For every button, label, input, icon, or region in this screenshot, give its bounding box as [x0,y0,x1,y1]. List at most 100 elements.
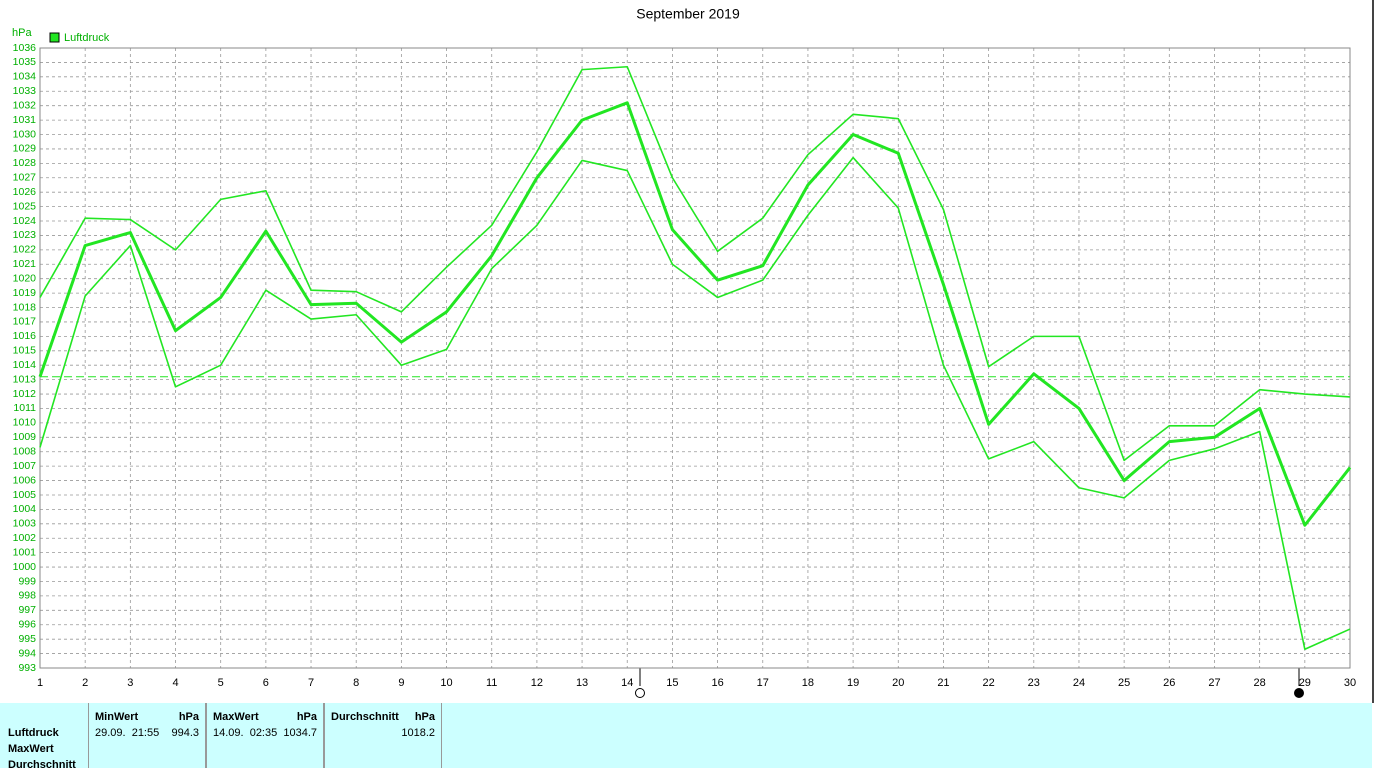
y-tick-label: 1030 [13,128,37,140]
x-tick-label: 29 [1299,677,1311,689]
plot-border [39,47,1351,669]
y-tick-label: 1022 [13,244,37,256]
y-tick-label: 1036 [13,42,37,54]
y-tick-label: 1029 [13,143,37,155]
x-tick-label: 18 [802,677,814,689]
x-tick-label: 10 [440,677,452,689]
y-tick-label: 1027 [13,172,37,184]
x-tick-label: 1 [37,677,43,689]
y-tick-label: 1034 [13,71,37,83]
y-tick-label: 1020 [13,272,37,284]
column-title: MaxWert [213,711,259,723]
x-tick-label: 30 [1344,677,1356,689]
y-tick-label: 1019 [13,287,37,299]
y-tick-label: 1001 [13,546,37,558]
y-tick-label: 1009 [13,431,37,443]
y-tick-label: 993 [18,662,36,674]
cell-date: 14.09. 02:35 [213,727,278,739]
row-label: MaxWert [8,743,54,755]
y-tick-label: 1002 [13,532,37,544]
x-tick-label: 23 [1028,677,1040,689]
x-tick-label: 2 [82,677,88,689]
x-tick-label: 22 [982,677,994,689]
y-tick-label: 998 [18,590,36,602]
cell-value: 1018.2 [401,727,435,739]
column-unit: hPa [296,711,317,723]
y-tick-label: 1028 [13,157,37,169]
x-tick-label: 15 [666,677,678,689]
data-line [38,101,1352,527]
y-tick-label: 1032 [13,99,37,111]
y-tick-label: 1016 [13,330,37,342]
x-tick-label: 13 [576,677,588,689]
cell-value: 1034.7 [283,727,317,739]
x-tick-label: 24 [1073,677,1085,689]
y-tick-label: 1007 [13,460,37,472]
row-label: Luftdruck [8,727,59,739]
y-tick-label: 999 [18,575,36,587]
y-tick-label: 1017 [13,316,37,328]
moon-icon [1294,688,1304,698]
column-unit: hPa [414,711,435,723]
y-tick-label: 1026 [13,186,37,198]
y-tick-label: 1023 [13,229,37,241]
y-tick-label: 1000 [13,561,37,573]
y-tick-label: 1008 [13,446,37,458]
x-tick-label: 20 [892,677,904,689]
x-tick-label: 28 [1254,677,1266,689]
column-title: MinWert [95,711,139,723]
y-tick-label: 997 [18,604,36,616]
summary-column: MinWert hPa 29.09. 21:55 994.3 [88,703,206,768]
x-tick-label: 19 [847,677,859,689]
x-tick-label: 6 [263,677,269,689]
x-tick-label: 16 [711,677,723,689]
cell-value: 994.3 [171,727,199,739]
x-tick-label: 21 [937,677,949,689]
x-tick-label: 25 [1118,677,1130,689]
column-unit: hPa [178,711,199,723]
y-tick-label: 1025 [13,200,37,212]
y-tick-label: 1006 [13,474,37,486]
y-tick-label: 995 [18,633,36,645]
y-tick-label: 1013 [13,373,37,385]
summary-column: MaxWert hPa 14.09. 02:35 1034.7 [206,703,324,768]
x-tick-label: 9 [398,677,404,689]
y-tick-label: 1003 [13,518,37,530]
y-tick-label: 1021 [13,258,37,270]
column-title: Durchschnitt [331,711,399,723]
row-label: Durchschnitt [8,759,76,768]
data-line [39,65,1351,462]
y-tick-label: 1005 [13,489,37,501]
y-tick-label: 1024 [13,215,37,227]
x-tick-label: 14 [621,677,633,689]
chart-title: September 2019 [636,6,740,22]
y-tick-label: 1012 [13,388,37,400]
x-tick-label: 11 [486,677,497,689]
y-tick-label: 1015 [13,345,37,357]
data-line [39,156,1351,651]
summary-column: Durchschnitt hPa 1018.2 [324,703,442,768]
x-tick-label: 3 [127,677,133,689]
y-tick-label: 1011 [13,402,36,414]
y-tick-label: 1018 [13,301,37,313]
x-tick-label: 17 [757,677,769,689]
y-tick-label: 1004 [13,503,37,515]
legend-swatch [49,32,60,43]
x-tick-label: 4 [172,677,178,689]
x-tick-label: 12 [531,677,543,689]
y-tick-label: 1031 [13,114,37,126]
y-axis-label: hPa [12,27,32,39]
legend-label: Luftdruck [64,32,110,44]
y-tick-label: 1033 [13,85,37,97]
chart: September 2019 hPa Luftdruck 99399499599… [12,0,1374,703]
summary-table: Luftdruck MaxWert Durchschnitt MinWert h… [0,703,1372,768]
x-tick-label: 7 [308,677,314,689]
x-tick-label: 5 [218,677,224,689]
y-tick-label: 1010 [13,417,37,429]
x-tick-label: 8 [353,677,359,689]
x-tick-label: 26 [1163,677,1175,689]
y-tick-label: 996 [18,619,36,631]
cell-date: 29.09. 21:55 [95,727,160,739]
y-tick-label: 1035 [13,56,37,68]
